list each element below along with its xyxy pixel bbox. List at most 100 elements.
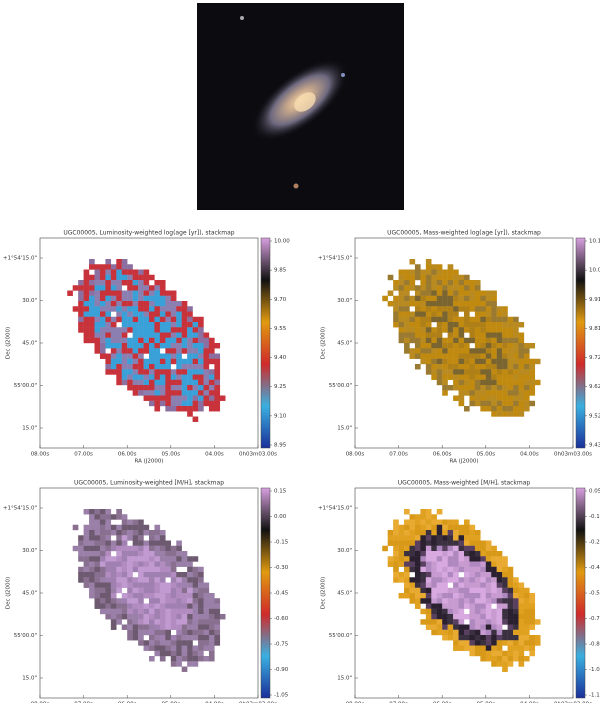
map-pixel [203,614,210,620]
colorbar-tick-label: -0.70 [589,616,600,622]
map-pixel [198,327,204,333]
map-pixel [138,322,144,328]
map-pixel [496,343,503,349]
map-pixel [89,530,95,536]
map-pixel [121,306,128,312]
map-pixel [502,577,508,583]
y-tick-label: 45.0" [22,591,37,597]
map-pixel [149,561,155,567]
map-pixel [121,561,128,567]
map-pixel [502,327,508,333]
map-pixel [496,624,503,630]
map-pixel [127,582,133,588]
map-pixel [165,406,171,412]
map-pixel [208,645,215,651]
map-pixel [176,337,182,344]
map-pixel [192,337,199,344]
map-pixel [464,406,470,412]
map-pixel [203,358,210,365]
map-pixel [132,551,139,557]
map-pixel [127,566,133,573]
map-pixel [105,353,112,359]
map-pixel [480,353,486,359]
map-pixel [110,566,117,573]
map-pixel [474,640,481,646]
map-pixel [469,290,476,296]
map-pixel [458,629,465,636]
map-pixel [176,395,182,401]
map-pixel [404,556,410,562]
map-pixel [165,598,171,604]
map-pixel [143,545,150,552]
colorbar-tick-label: 9.52 [589,413,600,419]
map-pixel [121,540,128,546]
map-pixel [127,311,133,317]
map-pixel [94,530,101,536]
map-pixel [154,624,161,630]
map-pixel [149,332,155,338]
map-pixel [176,608,182,615]
map-pixel [453,535,459,541]
map-pixel [425,369,432,375]
map-pixel [132,295,139,302]
map-pixel [502,587,508,594]
map-pixel [447,285,454,291]
map-pixel [425,619,432,625]
map-pixel [105,535,112,541]
map-pixel [485,640,492,646]
map-pixel [143,306,150,312]
map-pixel [469,306,476,312]
map-pixel [110,572,117,578]
map-pixel [442,306,448,312]
map-pixel [485,603,492,609]
map-pixel [121,614,128,620]
map-pixel [507,406,514,412]
map-pixel [208,593,215,599]
map-pixel [78,295,84,302]
map-pixel [469,645,476,651]
map-pixel [105,551,112,557]
map-pixel [78,316,84,323]
map-pixel [176,316,182,323]
map-pixel [110,280,117,286]
map-pixel [192,598,199,604]
map-pixel [458,556,465,562]
map-pixel [208,337,215,344]
map-pixel [138,635,144,641]
map-pixel [469,551,476,557]
map-pixel [138,306,144,312]
map-pixel [485,593,492,599]
map-pixel [502,322,508,328]
map-pixel [474,374,481,380]
map-pixel [149,311,155,317]
map-pixel [464,379,470,386]
map-pixel [518,353,525,359]
map-pixel [420,332,427,338]
map-pixel [159,364,166,370]
map-pixel [127,379,133,386]
map-pixel [496,306,503,312]
map-pixel [436,561,443,567]
map-pixel [159,629,166,636]
map-pixel [170,635,177,641]
map-pixel [496,656,503,662]
map-pixel [192,327,199,333]
map-pixel [491,572,497,578]
map-pixel [187,374,193,380]
map-pixel [513,390,519,396]
map-pixel [458,327,465,333]
map-pixel [138,390,144,396]
map-pixel [496,400,503,407]
map-pixel [414,593,421,599]
map-pixel [83,274,90,281]
map-pixel [464,295,470,302]
map-pixel [187,656,193,662]
map-pixel [425,608,432,615]
map-pixel [502,343,508,349]
map-pixel [507,635,514,641]
map-pixel [485,645,492,651]
map-pixel [143,561,150,567]
map-pixel [436,358,443,365]
colorbar-tick-label: -0.90 [274,667,289,673]
map-pixel [496,395,503,401]
